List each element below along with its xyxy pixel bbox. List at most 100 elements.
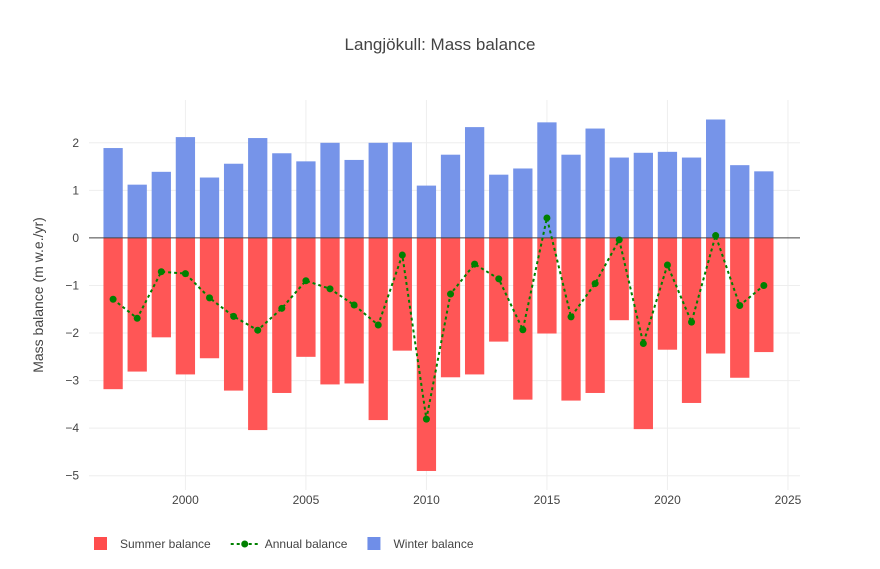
y-tick-label: 1: [72, 183, 79, 197]
annual-balance-point[interactable]: [109, 295, 117, 303]
summer-balance-bar[interactable]: [151, 237, 171, 338]
legend-item-annual-balance[interactable]: Annual balance: [230, 537, 348, 551]
winter-balance-bar[interactable]: [416, 185, 437, 238]
summer-balance-bar[interactable]: [513, 237, 533, 400]
annual-balance-line: [109, 214, 768, 423]
annual-balance-point[interactable]: [519, 326, 527, 334]
annual-balance-point[interactable]: [639, 340, 647, 348]
winter-balance-bar[interactable]: [344, 159, 364, 238]
summer-balance-bar[interactable]: [609, 237, 629, 321]
annual-balance-point[interactable]: [591, 280, 599, 288]
summer-balance-bar[interactable]: [416, 237, 437, 471]
summer-balance-bar[interactable]: [633, 237, 653, 430]
annual-balance-point[interactable]: [663, 261, 671, 269]
winter-balance-bar[interactable]: [513, 168, 533, 238]
summer-balance-bar[interactable]: [296, 237, 316, 357]
winter-balance-bar[interactable]: [296, 161, 316, 238]
x-tick-label: 2015: [534, 493, 561, 507]
y-tick-label: 2: [72, 136, 79, 150]
summer-balance-bar[interactable]: [368, 237, 388, 421]
annual-balance-point[interactable]: [712, 232, 720, 240]
winter-balance-bar[interactable]: [754, 171, 774, 238]
y-tick-label: −5: [65, 469, 79, 483]
annual-balance-point[interactable]: [447, 290, 455, 298]
annual-balance-point[interactable]: [350, 301, 358, 309]
summer-balance-bar[interactable]: [320, 237, 340, 385]
winter-balance-bar[interactable]: [537, 122, 557, 238]
summer-balance-bar[interactable]: [127, 237, 147, 372]
summer-balance-bar[interactable]: [344, 237, 364, 384]
annual-balance-point[interactable]: [688, 318, 696, 326]
annual-balance-point[interactable]: [567, 313, 575, 321]
winter-balance-bar[interactable]: [103, 148, 123, 238]
winter-balance-bar[interactable]: [609, 157, 629, 238]
legend-swatch: [367, 537, 381, 550]
summer-balance-bar[interactable]: [103, 237, 123, 390]
annual-balance-point[interactable]: [181, 270, 189, 278]
summer-balance-bar[interactable]: [175, 237, 196, 375]
winter-balance-bar[interactable]: [489, 174, 509, 238]
annual-balance-point[interactable]: [615, 236, 623, 244]
winter-balance-bar[interactable]: [392, 142, 412, 238]
annual-balance-point[interactable]: [254, 326, 262, 334]
summer-balance-bar[interactable]: [464, 237, 485, 375]
legend-label: Winter balance: [393, 537, 473, 551]
annual-balance-point[interactable]: [398, 251, 406, 259]
winter-balance-bar[interactable]: [127, 184, 147, 238]
winter-balance-bar[interactable]: [633, 152, 653, 238]
legend-item-summer-balance[interactable]: Summer balance: [94, 537, 211, 551]
summer-balance-bar[interactable]: [272, 237, 292, 393]
legend-swatch: [94, 537, 107, 550]
winter-balance-bar[interactable]: [561, 154, 581, 238]
winter-balance-bar[interactable]: [223, 163, 244, 238]
annual-balance-point[interactable]: [302, 277, 310, 285]
annual-balance-point[interactable]: [543, 214, 551, 222]
winter-balance-bar[interactable]: [248, 138, 268, 238]
legend-item-winter-balance[interactable]: Winter balance: [367, 537, 474, 551]
annual-balance-point[interactable]: [133, 314, 141, 322]
summer-balance-bar[interactable]: [754, 237, 774, 353]
annual-balance-point[interactable]: [736, 301, 744, 309]
x-tick-label: 2010: [413, 493, 440, 507]
y-tick-label: −2: [65, 326, 79, 340]
summer-balance-bar[interactable]: [489, 237, 509, 342]
legend-swatch-marker: [241, 540, 249, 548]
annual-balance-point[interactable]: [495, 275, 503, 283]
summer-balance-bar[interactable]: [706, 237, 726, 354]
summer-balance-bar[interactable]: [440, 237, 461, 378]
x-axis-ticks: 2000 2005 2010 2015 2020 2025: [172, 493, 802, 507]
winter-balance-bar[interactable]: [320, 142, 340, 238]
winter-balance-bar[interactable]: [681, 157, 702, 238]
winter-balance-bar[interactable]: [368, 142, 388, 238]
annual-balance-point[interactable]: [206, 294, 214, 302]
annual-balance-point[interactable]: [326, 285, 334, 293]
winter-balance-bar[interactable]: [657, 151, 678, 238]
winter-balance-bar[interactable]: [585, 128, 605, 238]
annual-balance-point[interactable]: [374, 321, 382, 329]
winter-balance-bar[interactable]: [175, 137, 196, 238]
winter-balance-bar[interactable]: [730, 165, 750, 238]
annual-balance-point[interactable]: [230, 312, 238, 320]
annual-balance-point[interactable]: [157, 268, 165, 276]
winter-balance-bar[interactable]: [464, 127, 485, 238]
summer-balance-bar[interactable]: [537, 237, 557, 334]
y-axis-ticks: −5 −4 −3 −2 −1 0 1 2: [65, 136, 79, 483]
winter-balance-bar[interactable]: [199, 177, 220, 238]
legend[interactable]: Summer balance Annual balance Winter balan…: [94, 537, 474, 551]
x-tick-label: 2020: [654, 493, 681, 507]
y-tick-label: −4: [65, 421, 79, 435]
annual-balance-point[interactable]: [471, 260, 479, 268]
summer-balance-bar[interactable]: [585, 237, 605, 393]
summer-balance-bar[interactable]: [248, 237, 268, 431]
legend-label: Annual balance: [265, 537, 348, 551]
winter-balance-bar[interactable]: [706, 119, 726, 238]
annual-balance-point[interactable]: [760, 281, 768, 289]
winter-balance-bar[interactable]: [440, 154, 461, 238]
summer-balance-bar[interactable]: [657, 237, 678, 350]
winter-balance-bar[interactable]: [272, 153, 292, 238]
annual-balance-point[interactable]: [278, 304, 286, 312]
annual-balance-point[interactable]: [422, 415, 430, 423]
x-tick-label: 2005: [293, 493, 320, 507]
winter-balance-bar[interactable]: [151, 171, 171, 238]
